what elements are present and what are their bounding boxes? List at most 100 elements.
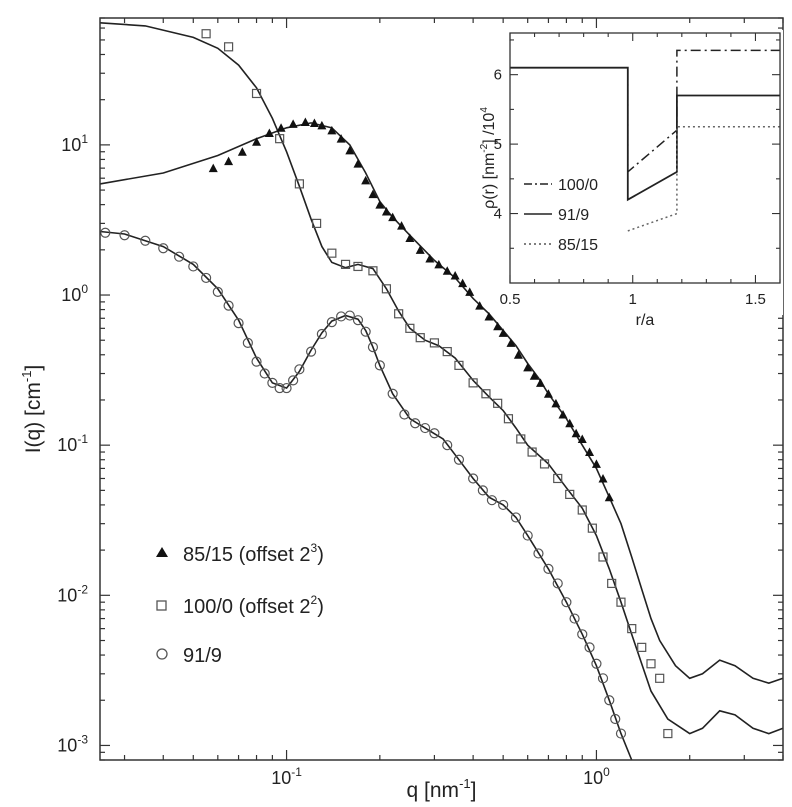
point-triangle [415,245,425,254]
point-square [275,134,285,144]
point-circle [477,485,488,496]
inset-x-tick-label: 1 [629,291,637,308]
point-triangle [604,492,614,502]
inset-x-axis-label: r/a [636,312,655,329]
legend-marker-triangle [156,547,168,557]
point-triangle [442,266,452,275]
point-triangle [565,418,575,428]
inset-plot: 0.5 1 1.5 4 5 6 r/a ρ(r) [nm-2] /104 100/0 9… [479,30,783,329]
legend-item-85-15: 85/15 (offset 23) [156,541,324,566]
inset-line-0 [510,49,780,174]
point-circle [223,300,234,311]
point-triangle [224,156,234,166]
point-square [223,42,234,52]
x-tick-label: 10-1 [271,765,302,788]
point-circle [288,375,299,386]
point-triangle [388,212,398,222]
point-circle [610,713,621,725]
point-square [646,659,656,669]
point-circle [367,341,379,353]
point-square [394,309,404,319]
x-tick-label: 100 [583,765,610,788]
point-circle [267,377,278,388]
point-square [454,360,464,370]
point-circle [344,310,355,321]
inset-x-axis-ticks: 0.5 1 1.5 [500,33,781,308]
point-circle [591,658,602,669]
point-circle [561,597,572,608]
legend-label-100-0: 100/0 (offset 22) [183,593,324,618]
y-tick-label: 10-2 [57,582,88,605]
point-triangle [536,378,546,387]
main-plot-frame [99,17,784,761]
point-circle [352,315,364,326]
point-square [442,346,452,357]
x-axis-ticks: 10-1 100 [123,18,784,788]
point-circle [615,728,627,739]
point-square [503,414,514,424]
point-triangle [375,200,385,209]
point-circle [294,364,305,375]
point-triangle [237,147,247,156]
point-triangle [327,125,337,135]
legend-marker-square [156,600,167,611]
inset-line-2 [627,125,780,232]
point-triangle [577,434,587,443]
fit-curve-0 [99,122,784,684]
point-circle [251,356,262,367]
inset-legend-label-100-0: 100/0 [558,177,598,194]
point-square [587,523,597,533]
point-circle [569,613,580,624]
point-square [516,434,526,444]
point-circle [100,227,111,238]
point-circle [522,530,533,541]
point-circle [259,368,270,379]
legend-marker-circle [156,648,168,660]
point-triangle [493,321,503,331]
point-square [201,29,211,39]
point-circle [552,578,563,589]
inset-y-tick-label: 6 [494,67,502,84]
point-square [663,728,673,739]
point-triangle [434,259,444,269]
legend-label-85-15: 85/15 (offset 23) [183,541,324,566]
point-square [415,333,425,343]
point-triangle [300,117,310,127]
point-triangle [458,278,468,288]
point-triangle [450,270,460,280]
point-triangle [368,189,378,199]
point-square [340,259,351,269]
data-points [100,29,673,739]
inset-legend: 100/0 91/9 85/15 [524,177,598,254]
inset-y-axis-ticks: 4 5 6 [494,39,780,249]
point-circle [498,499,509,511]
inset-profile-lines [510,49,780,232]
point-circle [453,454,465,465]
inset-legend-label-85-15: 85/15 [558,237,598,254]
point-circle [577,629,588,640]
point-triangle [317,120,327,130]
point-triangle [551,398,561,408]
point-circle [119,230,130,241]
legend-item-91-9: 91/9 [156,645,222,667]
point-triangle [543,389,553,398]
point-circle [174,251,185,262]
point-circle [543,563,554,574]
point-circle [510,512,522,523]
point-triangle [425,254,435,263]
fit-curve-1 [99,22,784,735]
point-circle [533,548,544,559]
point-triangle [345,145,355,155]
point-square [577,505,587,515]
point-triangle [264,128,274,137]
point-triangle [529,371,539,380]
point-circle [158,243,169,254]
point-triangle [585,447,595,457]
point-triangle [309,118,319,127]
y-tick-label: 101 [61,132,88,155]
point-square [616,597,626,607]
point-circle [429,428,440,439]
point-square [353,261,363,272]
point-triangle [353,159,363,168]
point-triangle [397,221,407,230]
